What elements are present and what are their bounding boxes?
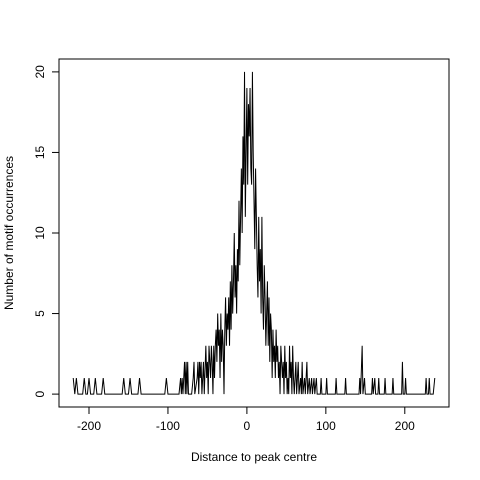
y-tick-label: 0 (33, 390, 47, 397)
plot-box (58, 58, 450, 408)
x-axis-label: Distance to peak centre (191, 450, 317, 464)
x-tick-label: 0 (244, 419, 251, 433)
y-tick-label: 15 (33, 145, 47, 159)
y-tick-label: 20 (33, 65, 47, 79)
y-tick-label: 5 (33, 310, 47, 317)
x-tick-label: 200 (395, 419, 415, 433)
x-tick-label: 100 (316, 419, 336, 433)
y-tick-label: 10 (33, 226, 47, 240)
data-line (72, 71, 436, 395)
x-tick-label: -100 (156, 419, 180, 433)
y-axis-label: Number of motif occurrences (2, 156, 16, 310)
x-tick-label: -200 (77, 419, 101, 433)
